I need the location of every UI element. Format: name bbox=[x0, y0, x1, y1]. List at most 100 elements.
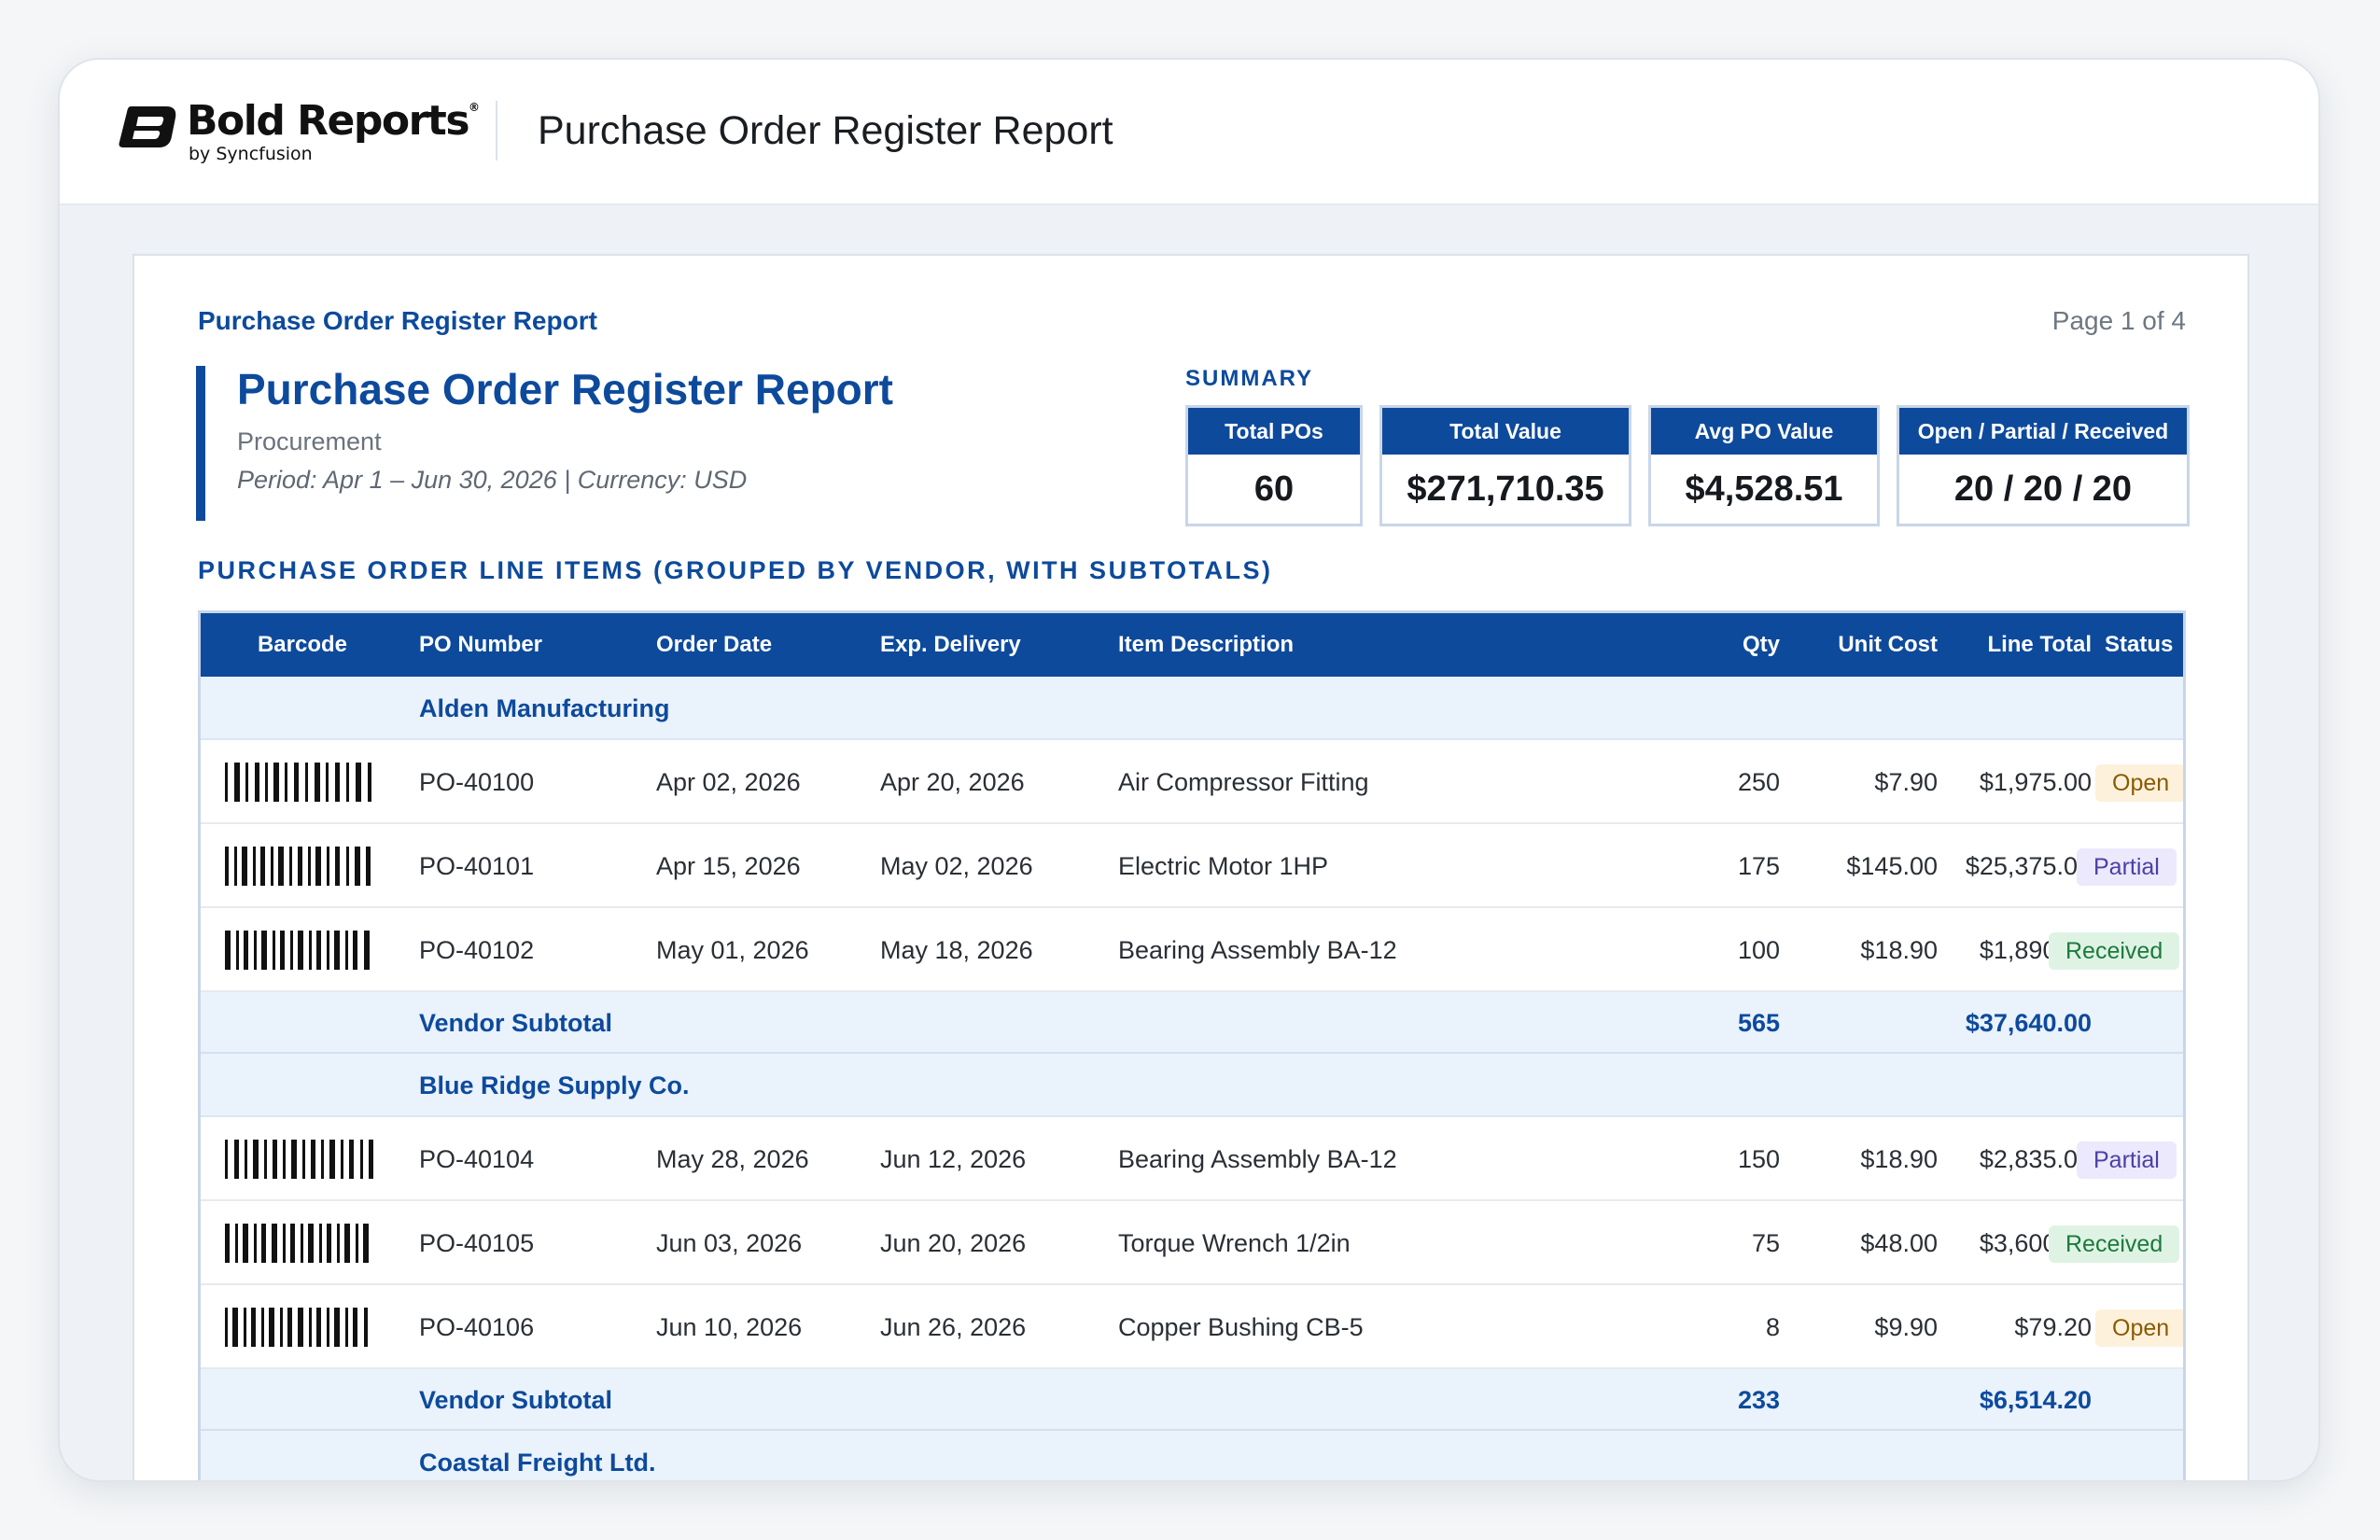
line-total: $2,835.00 bbox=[1979, 1145, 2092, 1173]
exp-delivery: Apr 20, 2026 bbox=[880, 768, 1025, 796]
report-title: Purchase Order Register Report bbox=[237, 365, 894, 413]
kpi-value: 20 / 20 / 20 bbox=[1953, 469, 2133, 509]
table-row[interactable]: PO-40104 May 28, 2026 Jun 12, 2026 Beari… bbox=[201, 1117, 2183, 1201]
status-cell: Open bbox=[2095, 1293, 2183, 1362]
table-row[interactable]: PO-40102 May 01, 2026 May 18, 2026 Beari… bbox=[201, 908, 2183, 992]
exp-delivery: Jun 12, 2026 bbox=[880, 1145, 1027, 1173]
subtotal-total: $6,514.20 bbox=[1979, 1386, 2092, 1414]
topbar-divider bbox=[496, 101, 497, 161]
col-unit-cost[interactable]: Unit Cost bbox=[1838, 632, 1938, 657]
kpi-label: Avg PO Value bbox=[1651, 408, 1877, 455]
status-badge: Open bbox=[2095, 764, 2183, 802]
order-date: Jun 03, 2026 bbox=[656, 1229, 803, 1257]
status-cell: Partial bbox=[2077, 1125, 2177, 1194]
order-date: Apr 02, 2026 bbox=[656, 768, 801, 796]
section-label: PURCHASE ORDER LINE ITEMS (GROUPED BY VE… bbox=[198, 556, 1273, 584]
status-cell: Received bbox=[2049, 916, 2180, 985]
summary-label: SUMMARY bbox=[1185, 366, 1314, 391]
report-period: Period: Apr 1 – Jun 30, 2026 | Currency:… bbox=[237, 466, 748, 494]
page-header-title: Purchase Order Register Report bbox=[198, 306, 597, 335]
subtotal-label: Vendor Subtotal bbox=[419, 1009, 613, 1037]
po-number: PO-40106 bbox=[419, 1313, 535, 1341]
col-barcode[interactable]: Barcode bbox=[257, 632, 348, 657]
status-cell: Received bbox=[2049, 1209, 2180, 1278]
po-number: PO-40100 bbox=[419, 768, 535, 796]
report-department: Procurement bbox=[237, 427, 382, 455]
kpi-value: 60 bbox=[1253, 469, 1295, 509]
kpi-label: Total POs bbox=[1188, 408, 1360, 455]
kpi-label: Open / Partial / Received bbox=[1899, 408, 2187, 455]
status-badge: Open bbox=[2095, 1309, 2183, 1347]
qty: 150 bbox=[1737, 1145, 1780, 1173]
exp-delivery: Jun 26, 2026 bbox=[880, 1313, 1027, 1341]
subtotal-total: $37,640.00 bbox=[1965, 1009, 2092, 1037]
po-line-items-table: Barcode PO Number Order Date Exp. Delive… bbox=[198, 610, 2186, 1480]
barcode-icon bbox=[225, 931, 370, 970]
col-qty[interactable]: Qty bbox=[1742, 632, 1780, 657]
unit-cost: $145.00 bbox=[1846, 852, 1938, 880]
kpi-status-counts: Open / Partial / Received 20 / 20 / 20 bbox=[1897, 405, 2190, 526]
item-description: Torque Wrench 1/2in bbox=[1118, 1229, 1351, 1257]
subtotal-qty: 565 bbox=[1737, 1009, 1780, 1037]
barcode-icon bbox=[225, 763, 371, 802]
col-exp-delivery[interactable]: Exp. Delivery bbox=[880, 632, 1021, 657]
kpi-total-pos: Total POs 60 bbox=[1185, 405, 1363, 526]
subtotal-label: Vendor Subtotal bbox=[419, 1386, 613, 1414]
table-row[interactable]: PO-40101 Apr 15, 2026 May 02, 2026 Elect… bbox=[201, 824, 2183, 908]
unit-cost: $18.90 bbox=[1860, 1145, 1938, 1173]
kpi-label: Total Value bbox=[1382, 408, 1629, 455]
status-cell: Open bbox=[2095, 748, 2183, 817]
exp-delivery: May 18, 2026 bbox=[880, 936, 1033, 964]
app-title: Purchase Order Register Report bbox=[538, 108, 1113, 153]
po-number: PO-40105 bbox=[419, 1229, 535, 1257]
order-date: May 01, 2026 bbox=[656, 936, 809, 964]
qty: 8 bbox=[1765, 1313, 1780, 1341]
table-row[interactable]: PO-40105 Jun 03, 2026 Jun 20, 2026 Torqu… bbox=[201, 1201, 2183, 1285]
report-title-block: Purchase Order Register Report Procureme… bbox=[196, 365, 894, 521]
qty: 175 bbox=[1737, 852, 1780, 880]
qty: 100 bbox=[1737, 936, 1780, 964]
vendor-subtotal-row: Vendor Subtotal 233 $6,514.20 bbox=[201, 1369, 2183, 1431]
item-description: Air Compressor Fitting bbox=[1118, 768, 1369, 796]
order-date: May 28, 2026 bbox=[656, 1145, 809, 1173]
table-row[interactable]: PO-40106 Jun 10, 2026 Jun 26, 2026 Coppe… bbox=[201, 1285, 2183, 1369]
po-number: PO-40101 bbox=[419, 852, 535, 880]
line-total: $25,375.00 bbox=[1965, 852, 2092, 880]
item-description: Bearing Assembly BA-12 bbox=[1118, 1145, 1397, 1173]
vendor-name: Alden Manufacturing bbox=[419, 694, 670, 722]
unit-cost: $18.90 bbox=[1860, 936, 1938, 964]
vendor-subtotal-row: Vendor Subtotal 565 $37,640.00 bbox=[201, 992, 2183, 1054]
vendor-group-row: Alden Manufacturing bbox=[201, 677, 2183, 740]
line-total: $1,975.00 bbox=[1979, 768, 2092, 796]
status-badge: Partial bbox=[2077, 1141, 2177, 1179]
col-po-number[interactable]: PO Number bbox=[419, 632, 543, 657]
status-badge: Received bbox=[2049, 932, 2180, 970]
item-description: Electric Motor 1HP bbox=[1118, 852, 1329, 880]
col-item-description[interactable]: Item Description bbox=[1118, 632, 1295, 657]
barcode-icon bbox=[225, 1308, 368, 1347]
subtotal-qty: 233 bbox=[1737, 1386, 1780, 1414]
bold-reports-logo[interactable]: Bold Reports® by Syncfusion bbox=[118, 97, 480, 170]
item-description: Copper Bushing CB-5 bbox=[1118, 1313, 1364, 1341]
app-window: Bold Reports® by Syncfusion Purchase Ord… bbox=[58, 58, 2320, 1482]
order-date: Jun 10, 2026 bbox=[656, 1313, 803, 1341]
po-number: PO-40102 bbox=[419, 936, 535, 964]
col-status[interactable]: Status bbox=[2105, 632, 2174, 657]
barcode-icon bbox=[225, 1224, 369, 1263]
barcode-icon bbox=[225, 847, 371, 886]
status-badge: Partial bbox=[2077, 848, 2177, 886]
table-row[interactable]: PO-40100 Apr 02, 2026 Apr 20, 2026 Air C… bbox=[201, 740, 2183, 824]
po-number: PO-40104 bbox=[419, 1145, 535, 1173]
order-date: Apr 15, 2026 bbox=[656, 852, 801, 880]
item-description: Bearing Assembly BA-12 bbox=[1118, 936, 1397, 964]
qty: 75 bbox=[1751, 1229, 1780, 1257]
logo-byline: by Syncfusion bbox=[189, 144, 313, 164]
status-cell: Partial bbox=[2077, 832, 2177, 901]
col-line-total[interactable]: Line Total bbox=[1987, 632, 2092, 657]
line-total: $79.20 bbox=[2014, 1313, 2092, 1341]
vendor-name: Coastal Freight Ltd. bbox=[419, 1449, 656, 1477]
vendor-name: Blue Ridge Supply Co. bbox=[419, 1071, 690, 1099]
col-order-date[interactable]: Order Date bbox=[656, 632, 773, 657]
exp-delivery: Jun 20, 2026 bbox=[880, 1229, 1027, 1257]
kpi-total-value: Total Value $271,710.35 bbox=[1379, 405, 1631, 526]
